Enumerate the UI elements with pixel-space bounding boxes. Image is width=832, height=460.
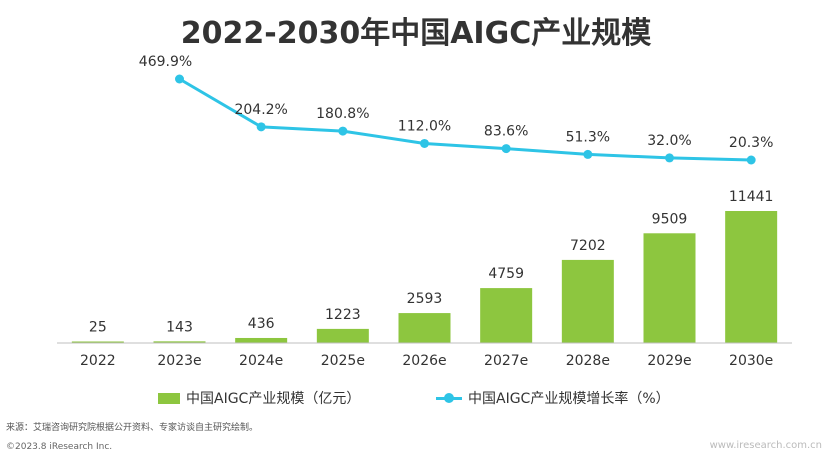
x-tick-label: 2022 xyxy=(80,353,116,369)
bar-value-label: 4759 xyxy=(488,266,524,282)
legend-item-bar: 中国AIGC产业规模（亿元） xyxy=(158,388,360,408)
copyright: ©2023.8 iResearch Inc. xyxy=(6,442,113,452)
line-point xyxy=(746,155,756,165)
bar-value-label: 1223 xyxy=(325,307,361,323)
legend-line-label: 中国AIGC产业规模增长率（%） xyxy=(468,391,670,407)
bar xyxy=(725,211,778,343)
line-value-label: 20.3% xyxy=(729,135,773,151)
line-point xyxy=(420,138,429,148)
line-point xyxy=(256,122,266,132)
x-tick-label: 2027e xyxy=(484,353,528,369)
legend-bar-label: 中国AIGC产业规模（亿元） xyxy=(186,391,361,407)
x-tick-label: 2024e xyxy=(239,353,283,369)
chart-title: 2022-2030年中国AIGC产业规模 xyxy=(180,16,652,51)
line-value-label: 32.0% xyxy=(647,133,691,149)
line-point xyxy=(665,153,674,163)
x-tick-label: 2025e xyxy=(321,353,365,369)
bar xyxy=(398,313,451,343)
line-value-label: 51.3% xyxy=(566,129,610,145)
line-value-label: 83.6% xyxy=(484,124,528,140)
bar-value-label: 436 xyxy=(248,316,275,332)
line-point xyxy=(501,144,511,154)
bar xyxy=(643,233,696,343)
line-value-label: 469.9% xyxy=(139,54,192,70)
bar xyxy=(235,337,288,343)
x-tick-label: 2030e xyxy=(729,353,773,369)
source-note: 来源：艾瑞咨询研究院根据公开资料、专家访谈自主研究绘制。 xyxy=(6,423,259,433)
bar xyxy=(316,328,369,343)
bar-value-label: 9509 xyxy=(652,211,688,227)
chart-canvas: 25 2022 143 2023e 436 2024e 1223 2025e 2593 2026e… xyxy=(57,54,792,369)
x-tick-label: 2028e xyxy=(566,353,610,369)
line-point xyxy=(175,74,184,84)
watermark: www.iresearch.com.cn xyxy=(709,440,822,451)
line-value-label: 112.0% xyxy=(398,118,451,134)
bar-value-label: 143 xyxy=(166,319,193,335)
bar xyxy=(480,288,533,343)
bar xyxy=(561,259,614,343)
legend-item-line: 中国AIGC产业规模增长率（%） xyxy=(436,388,670,408)
bar xyxy=(71,341,124,343)
bar-value-label: 7202 xyxy=(570,238,606,254)
bar-value-label: 2593 xyxy=(407,291,443,307)
bar xyxy=(153,341,206,343)
line-value-label: 180.8% xyxy=(316,106,369,122)
legend-line-swatch xyxy=(436,392,462,404)
bar-value-label: 11441 xyxy=(729,189,774,205)
line-point xyxy=(583,149,593,159)
x-tick-label: 2026e xyxy=(402,353,446,369)
growth-rate-line xyxy=(178,77,752,162)
bar-value-label: 25 xyxy=(89,320,107,336)
line-value-label: 204.2% xyxy=(234,102,287,118)
x-tick-label: 2023e xyxy=(157,353,201,369)
line-point xyxy=(338,126,348,136)
x-tick-label: 2029e xyxy=(647,353,691,369)
legend-bar-swatch xyxy=(158,392,180,404)
